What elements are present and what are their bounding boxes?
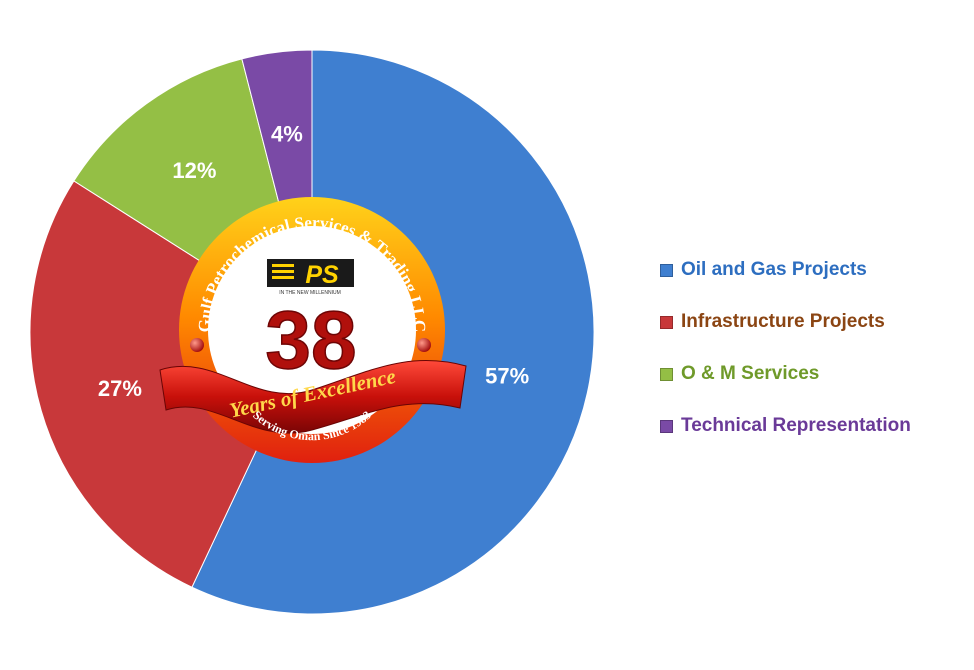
legend-label: Infrastructure Projects — [681, 311, 885, 332]
data-label-oil-gas: 57% — [485, 364, 529, 389]
legend-swatch — [660, 315, 673, 329]
chart-legend: Oil and Gas Projects Infrastructure Proj… — [660, 244, 911, 452]
ps-logo-stripes — [272, 264, 294, 279]
legend-swatch — [660, 419, 673, 433]
data-labels-group: 57% 27% 12% 4% — [98, 122, 529, 401]
legend-item-om-services: O & M Services — [660, 348, 911, 400]
legend-label: O & M Services — [681, 363, 820, 384]
legend-label: Oil and Gas Projects — [681, 259, 867, 280]
data-label-infrastructure: 27% — [98, 376, 142, 401]
slices-group — [29, 49, 595, 615]
emblem-right-bullet — [417, 338, 431, 352]
ps-logo-text: PS — [305, 261, 339, 289]
ribbon-banner — [159, 359, 467, 434]
legend-swatch — [660, 367, 673, 381]
data-label-technical-representation: 4% — [271, 122, 303, 147]
data-label-om-services: 12% — [172, 158, 216, 183]
legend-item-oil-gas: Oil and Gas Projects — [660, 244, 911, 296]
emblem-left-bullet — [190, 338, 204, 352]
ps-logo-tagline: IN THE NEW MILLENNIUM — [279, 290, 341, 296]
anniversary-number: 38 — [265, 295, 356, 386]
legend-label: Technical Representation — [681, 415, 911, 436]
legend-swatch — [660, 263, 673, 277]
legend-item-technical-representation: Technical Representation — [660, 400, 911, 452]
company-emblem: Gulf Petrochemical Services & Trading LL… — [159, 197, 467, 463]
legend-item-infrastructure: Infrastructure Projects — [660, 296, 911, 348]
